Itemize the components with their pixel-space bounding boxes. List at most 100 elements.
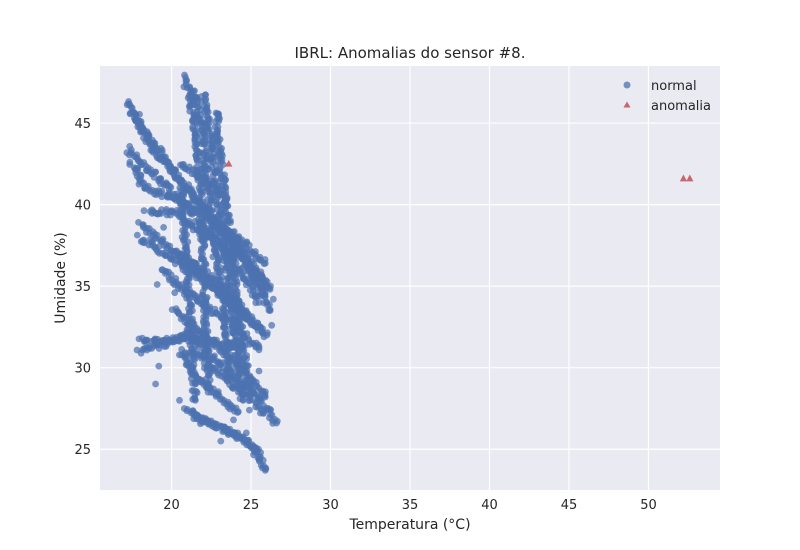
normal-point: [204, 127, 212, 135]
anomaly-point: [225, 159, 233, 167]
normal-point: [261, 467, 269, 474]
x-tick-label: 45: [561, 498, 578, 513]
normal-point: [216, 164, 224, 172]
normal-point: [176, 184, 184, 192]
y-tick-label: 40: [74, 199, 91, 214]
normal-point: [180, 290, 188, 298]
normal-point: [258, 327, 266, 335]
normal-point: [176, 351, 183, 359]
x-tick-label: 20: [163, 498, 180, 513]
legend-normal-marker: [623, 81, 631, 89]
normal-point: [195, 344, 203, 352]
normal-point: [246, 406, 253, 414]
normal-point: [225, 252, 233, 259]
normal-point: [192, 396, 199, 404]
normal-point: [220, 317, 228, 325]
normal-point: [255, 367, 263, 375]
x-axis-label: Temperatura (°C): [348, 517, 470, 533]
normal-point: [139, 223, 147, 231]
normal-point: [263, 282, 271, 290]
y-tick-label: 45: [74, 117, 91, 132]
normal-point: [194, 173, 202, 181]
normal-point: [221, 333, 229, 341]
data-points: [123, 71, 694, 474]
anomaly-point: [679, 174, 688, 182]
anomaly-point: [686, 174, 694, 182]
normal-point: [260, 410, 268, 417]
normal-point: [209, 253, 217, 261]
normal-point: [240, 347, 248, 354]
normal-point: [234, 388, 242, 396]
normal-point: [204, 388, 212, 396]
normal-point: [181, 257, 189, 265]
normal-point: [266, 301, 273, 308]
normal-point: [239, 396, 247, 404]
normal-point: [155, 362, 163, 370]
normal-point: [174, 337, 181, 345]
normal-point: [234, 408, 242, 416]
normal-point: [152, 380, 160, 388]
normal-point: [181, 227, 189, 235]
tick-labels: 20 25 30 35 40 45 50 25 30 35 40 45: [74, 117, 656, 513]
normal-point: [222, 198, 230, 205]
x-tick-label: 30: [322, 498, 339, 513]
legend-normal-label: normal: [651, 79, 697, 94]
x-tick-label: 50: [640, 498, 657, 513]
normal-point: [236, 372, 243, 380]
x-tick-label: 40: [481, 498, 498, 513]
y-axis-label: Umidade (%): [53, 232, 69, 323]
normal-point: [153, 281, 161, 288]
y-tick-label: 25: [74, 443, 91, 458]
normal-point: [273, 419, 280, 427]
normal-point: [176, 396, 183, 404]
normal-point: [207, 158, 215, 165]
normal-point: [204, 137, 212, 144]
normal-point: [185, 325, 193, 333]
normal-point: [158, 266, 166, 274]
normal-point: [186, 262, 194, 270]
normal-point: [216, 215, 224, 223]
legend-anomalia-marker: [623, 101, 631, 108]
normal-point: [206, 208, 213, 216]
legend: normal anomalia: [623, 79, 711, 114]
normal-point: [190, 354, 198, 362]
normal-point: [205, 356, 213, 364]
normal-point: [211, 421, 219, 429]
normal-point: [252, 444, 260, 451]
normal-point: [242, 429, 250, 437]
normal-point: [263, 331, 271, 339]
normal-point: [197, 248, 205, 255]
y-tick-label: 30: [74, 362, 91, 377]
normal-point: [171, 289, 179, 297]
normal-point: [261, 393, 269, 401]
normal-point: [192, 380, 199, 388]
normal-point: [223, 220, 231, 228]
normal-point: [187, 364, 195, 372]
normal-point: [141, 184, 148, 192]
normal-point: [233, 291, 241, 298]
chart-title: IBRL: Anomalias do sensor #8.: [295, 44, 526, 62]
normal-point: [177, 200, 185, 208]
normal-point: [247, 388, 255, 396]
normal-point: [152, 168, 160, 176]
normal-point: [225, 211, 232, 219]
normal-point: [255, 346, 263, 354]
normal-point: [235, 329, 243, 337]
normal-point: [198, 255, 205, 263]
normal-point: [253, 382, 261, 390]
normal-point: [133, 231, 141, 239]
normal-point: [156, 249, 163, 257]
normal-point: [217, 437, 225, 445]
normal-point: [261, 259, 269, 267]
normal-point: [140, 207, 148, 215]
y-tick-label: 35: [74, 280, 91, 295]
normal-point: [269, 295, 277, 303]
normal-point: [157, 175, 165, 182]
normal-point: [206, 370, 214, 378]
normal-point: [266, 307, 274, 314]
normal-point: [261, 293, 269, 300]
normal-point: [220, 307, 228, 314]
normal-point: [177, 192, 185, 200]
normal-point: [135, 335, 143, 343]
